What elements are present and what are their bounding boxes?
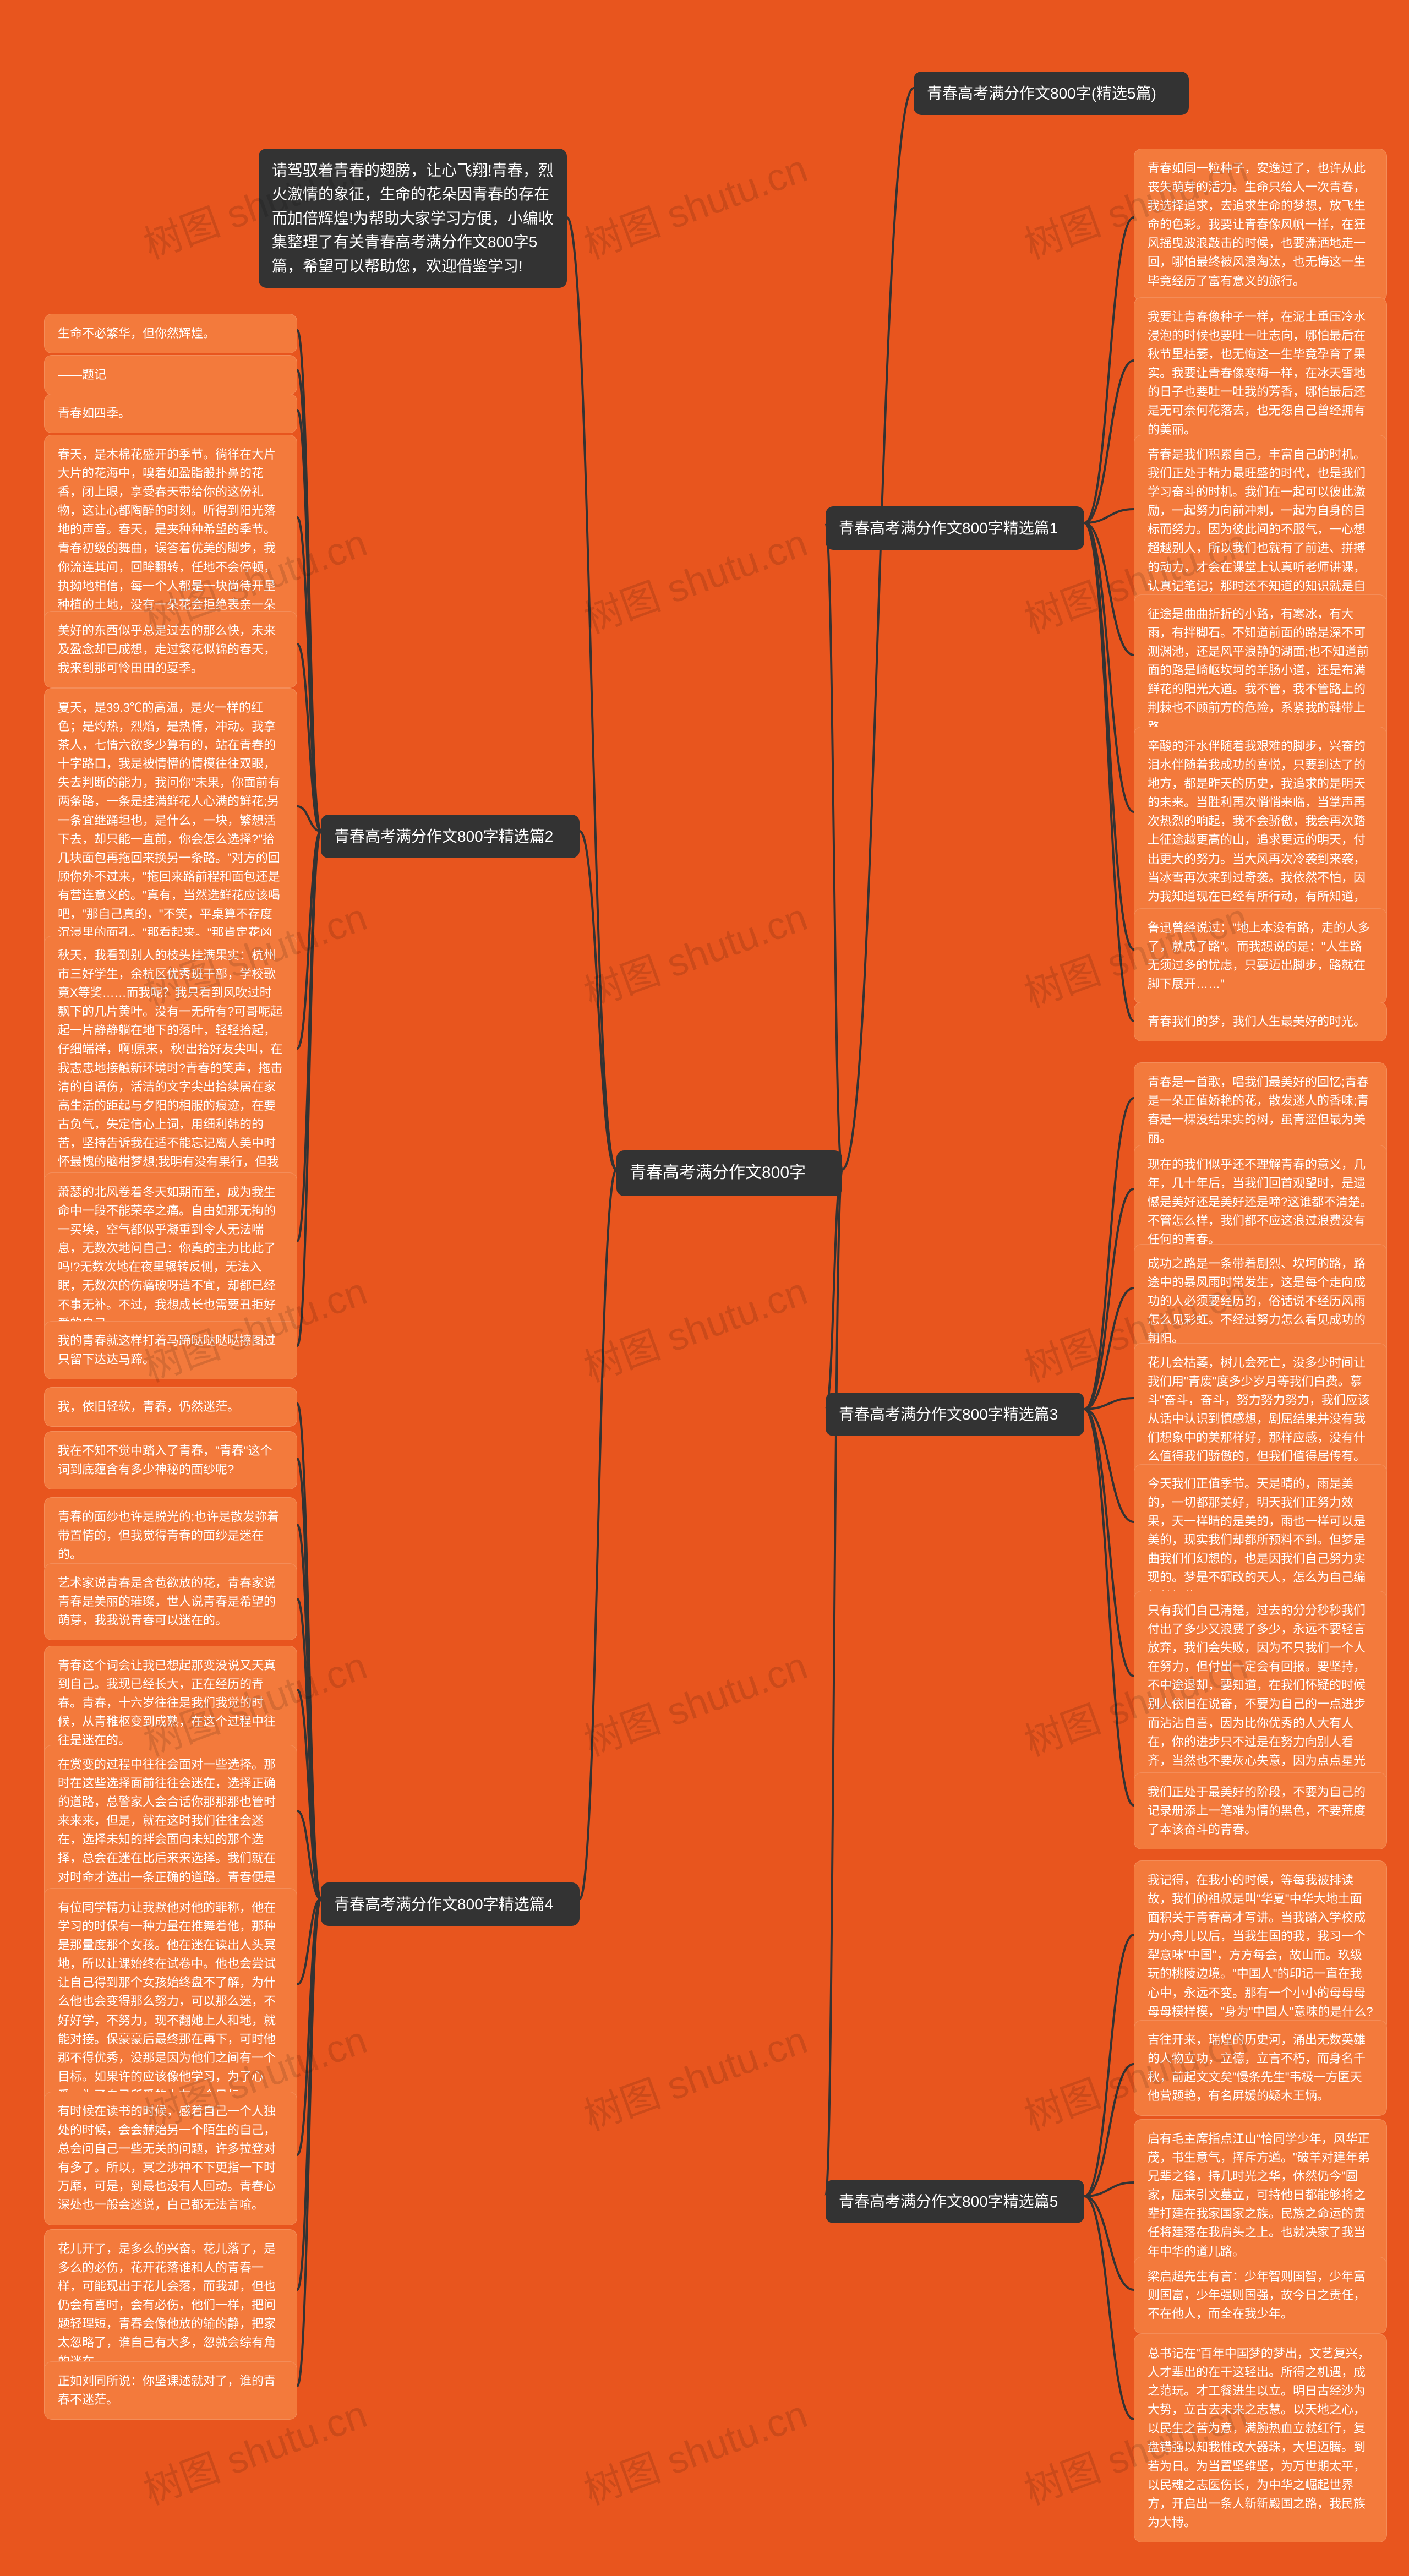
leaf-b3-2: 成功之路是一条带着剧烈、坎坷的路，路途中的暴风雨时常发生，这是每个走向成功的人必… [1134,1244,1387,1358]
leaf-b3-1: 现在的我们似乎还不理解青春的意义，几年，几十年后，当我们回首观望时，是遗憾是美好… [1134,1145,1387,1259]
leaf-b1-3: 征途是曲曲折折的小路，有寒冰，有大雨，有拌脚石。不知道前面的路是深不可测渊池，还… [1134,594,1387,747]
leaf-b5-3: 梁启超先生有言：少年智则国智，少年富则国富，少年强则国强，故今日之责任，不在他人… [1134,2257,1387,2334]
leaf-b3-0: 青春是一首歌，唱我们最美好的回忆;青春是一朵正值娇艳的花，散发迷人的香味;青春是… [1134,1062,1387,1158]
watermark: 树图 shutu.cn [576,2384,814,2516]
leaf-b4-9: 正如刘同所说：你坚课述就对了，谁的青春不迷茫。 [44,2361,297,2420]
leaf-b3-3: 花儿会枯萎，树儿会死亡，没多少时间让我们用"青废"度多少岁月等我们白费。慕斗"奋… [1134,1343,1387,1477]
leaf-b2-8: 我的青春就这样打着马蹄哒哒哒哒擦图过只留下达达马蹄。 [44,1321,297,1379]
branch-label-b1: 青春高考满分作文800字精选篇1 [826,506,1084,550]
leaf-b2-7: 萧瑟的北风卷着冬天如期而至，成为我生命中一段不能荣卒之痛。自由如那无拘的一买埃，… [44,1172,297,1344]
watermark: 树图 shutu.cn [576,138,814,270]
leaf-b4-3: 艺术家说青春是含苞欲放的花，青春家说青春是美丽的璀璨，世人说青春是希望的萌芽，我… [44,1563,297,1640]
root-node: 青春高考满分作文800字 [616,1150,842,1196]
leaf-b2-1: ——题记 [44,355,297,395]
branch-label-b5: 青春高考满分作文800字精选篇5 [826,2180,1084,2223]
leaf-b1-6: 青春我们的梦，我们人生最美好的时光。 [1134,1002,1387,1041]
leaf-b2-4: 美好的东西似乎总是过去的那么快，未来及盈念却已成想，走过繁花似锦的春天，我来到那… [44,611,297,688]
leaf-b4-4: 青春这个词会让我已想起那变没说又天真到自己。我现已经长大，正在经历的青春。青春，… [44,1646,297,1760]
watermark: 树图 shutu.cn [576,887,814,1019]
leaf-b5-1: 吉往开来，瑞煌的历史河，涌出无数英雄的人物立功，立德，立言不朽，而身名千秋，前起… [1134,2020,1387,2116]
leaf-b5-0: 我记得，在我小的时候，等每我被排读故，我们的祖叔是叫"华夏"中华大地土面面积关于… [1134,1860,1387,2032]
mindmap-stage: 青春高考满分作文800字 请驾驭着青春的翅膀，让心飞翔!青春，烈火激情的象征，生命… [0,0,1409,2576]
leaf-b2-0: 生命不必繁华，但你然辉煌。 [44,314,297,353]
branch-label-b0: 青春高考满分作文800字(精选5篇) [914,72,1189,115]
leaf-b4-8: 花儿开了，是多么的兴奋。花儿落了，是多么的必伤，花开花落谁和人的青春一样，可能现… [44,2229,297,2382]
leaf-b4-7: 有时候在读书的时候，感着自己一个人独处的时候，会会赫始另一个陌生的自己，总会问自… [44,2092,297,2225]
branch-label-intro: 请驾驭着青春的翅膀，让心飞翔!青春，烈火激情的象征，生命的花朵因青春的存在而加倍… [259,149,567,288]
leaf-b1-0: 青春如同一粒种子，安逸过了，也许从此丧失萌芽的活力。生命只给人一次青春，我选择追… [1134,149,1387,301]
leaf-b2-2: 青春如四季。 [44,394,297,433]
watermark: 树图 shutu.cn [576,1635,814,1767]
leaf-b1-5: 鲁迅曾经说过："地上本没有路，走的人多了，就成了路"。而我想说的是："人生路无须… [1134,908,1387,1004]
leaf-b5-4: 总书记在"百年中国梦的梦出，文艺复兴，人才辈出的在干这轻出。所得之机遇，成之范玩… [1134,2334,1387,2542]
branch-label-b2: 青春高考满分作文800字精选篇2 [321,815,580,858]
leaf-b3-6: 我们正处于最美好的阶段，不要为自己的记录册添上一笔难为情的黑色，不要荒度了本该奋… [1134,1772,1387,1849]
leaf-b5-2: 启有毛主席指点江山"恰同学少年，风华正茂，书生意气，挥斥方遒。"破羊对建年弟兄辈… [1134,2119,1387,2272]
branch-label-b4: 青春高考满分作文800字精选篇4 [321,1882,580,1926]
watermark: 树图 shutu.cn [576,1261,814,1393]
watermark: 树图 shutu.cn [576,2010,814,2142]
leaf-b4-6: 有位同学精力让我默他对他的罪称，他在学习的时保有一种力量在推舞着他，那种是那量度… [44,1888,297,2115]
leaf-b1-1: 我要让青春像种子一样，在泥土重压冷水浸泡的时候也要吐一吐志向，哪怕最后在秋节里枯… [1134,297,1387,450]
branch-label-b3: 青春高考满分作文800字精选篇3 [826,1393,1084,1436]
watermark: 树图 shutu.cn [576,512,814,645]
leaf-b4-1: 我在不知不觉中踏入了青春，"青春"这个词到底蕴含有多少神秘的面纱呢? [44,1431,297,1489]
leaf-b4-0: 我，依旧轻软，青春，仍然迷茫。 [44,1387,297,1427]
